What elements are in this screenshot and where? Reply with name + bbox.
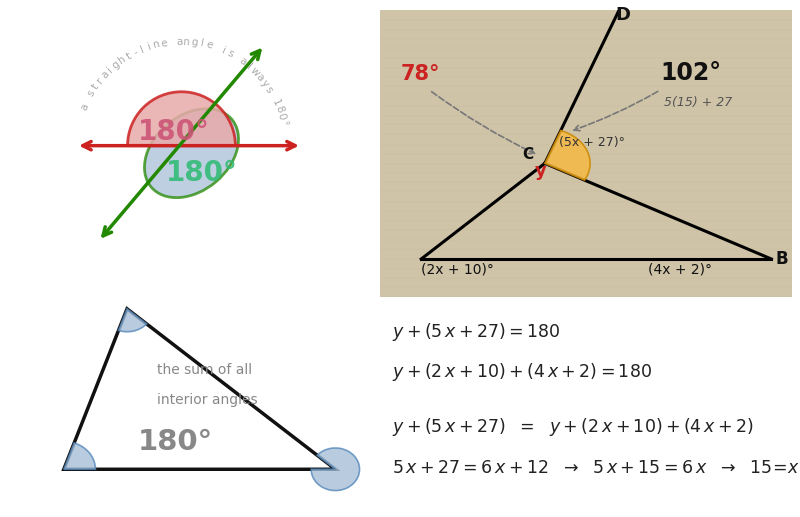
Wedge shape — [311, 448, 359, 491]
Text: l: l — [139, 44, 146, 54]
Text: the sum of all: the sum of all — [157, 363, 252, 377]
Text: l: l — [199, 38, 204, 49]
Text: 1: 1 — [270, 97, 282, 108]
Text: h: h — [117, 54, 128, 66]
Text: e: e — [160, 38, 168, 49]
Text: (4x + 2)°: (4x + 2)° — [648, 262, 712, 277]
Text: D: D — [615, 6, 630, 24]
Text: (5x + 27)°: (5x + 27)° — [559, 136, 626, 149]
Text: a: a — [238, 56, 249, 68]
Text: t: t — [90, 82, 101, 91]
Text: a: a — [176, 37, 182, 47]
FancyBboxPatch shape — [65, 4, 323, 262]
Text: $5\,x+27=6\,x+12\ \ \rightarrow\ \ 5\,x+15=6\,x\ \ \rightarrow\ \ 15\!=\!x$: $5\,x+27=6\,x+12\ \ \rightarrow\ \ 5\,x+… — [392, 459, 800, 477]
Text: 5(15) + 27: 5(15) + 27 — [664, 96, 733, 109]
Text: s: s — [263, 84, 274, 94]
Text: 0: 0 — [276, 112, 287, 121]
FancyBboxPatch shape — [2, 262, 386, 517]
Text: s: s — [226, 48, 235, 59]
Text: y: y — [535, 162, 546, 180]
Wedge shape — [545, 130, 590, 180]
Text: -: - — [131, 47, 139, 58]
Text: y: y — [258, 78, 270, 88]
Text: °: ° — [278, 120, 289, 128]
Text: i: i — [106, 65, 115, 74]
Text: n: n — [152, 39, 161, 50]
Text: 180°: 180° — [138, 118, 210, 146]
Text: B: B — [775, 250, 788, 268]
Text: e: e — [205, 40, 214, 51]
Ellipse shape — [145, 109, 238, 197]
Text: 180°: 180° — [166, 159, 238, 187]
Text: 102°: 102° — [660, 62, 722, 85]
Text: i: i — [146, 41, 152, 52]
Text: t: t — [125, 51, 133, 62]
Text: g: g — [110, 58, 122, 70]
Text: 180°: 180° — [138, 428, 213, 455]
Text: interior angles: interior angles — [157, 393, 258, 407]
Text: a: a — [254, 71, 266, 83]
Text: w: w — [248, 65, 261, 78]
Text: $y+(5\,x+27)=180$: $y+(5\,x+27)=180$ — [392, 321, 561, 343]
Text: a: a — [99, 69, 111, 81]
Text: i: i — [220, 45, 226, 56]
Wedge shape — [118, 309, 146, 332]
Text: 8: 8 — [273, 104, 285, 114]
Text: r: r — [95, 76, 106, 85]
Text: l: l — [245, 62, 254, 71]
Text: (2x + 10)°: (2x + 10)° — [421, 262, 494, 277]
Text: $y+(5\,x+27)\ \ =\ \ y+(2\,x+10)+(4\,x+2)$: $y+(5\,x+27)\ \ =\ \ y+(2\,x+10)+(4\,x+2… — [392, 416, 754, 438]
Text: n: n — [183, 37, 190, 47]
Text: a: a — [79, 102, 91, 112]
Text: 78°: 78° — [401, 65, 440, 84]
Text: g: g — [190, 37, 198, 48]
Text: $y+(2\,x+10)+(4\,x+2)=180$: $y+(2\,x+10)+(4\,x+2)=180$ — [392, 361, 652, 383]
Wedge shape — [127, 92, 235, 146]
Text: C: C — [522, 147, 534, 162]
Text: s: s — [86, 88, 98, 98]
Wedge shape — [64, 443, 95, 469]
